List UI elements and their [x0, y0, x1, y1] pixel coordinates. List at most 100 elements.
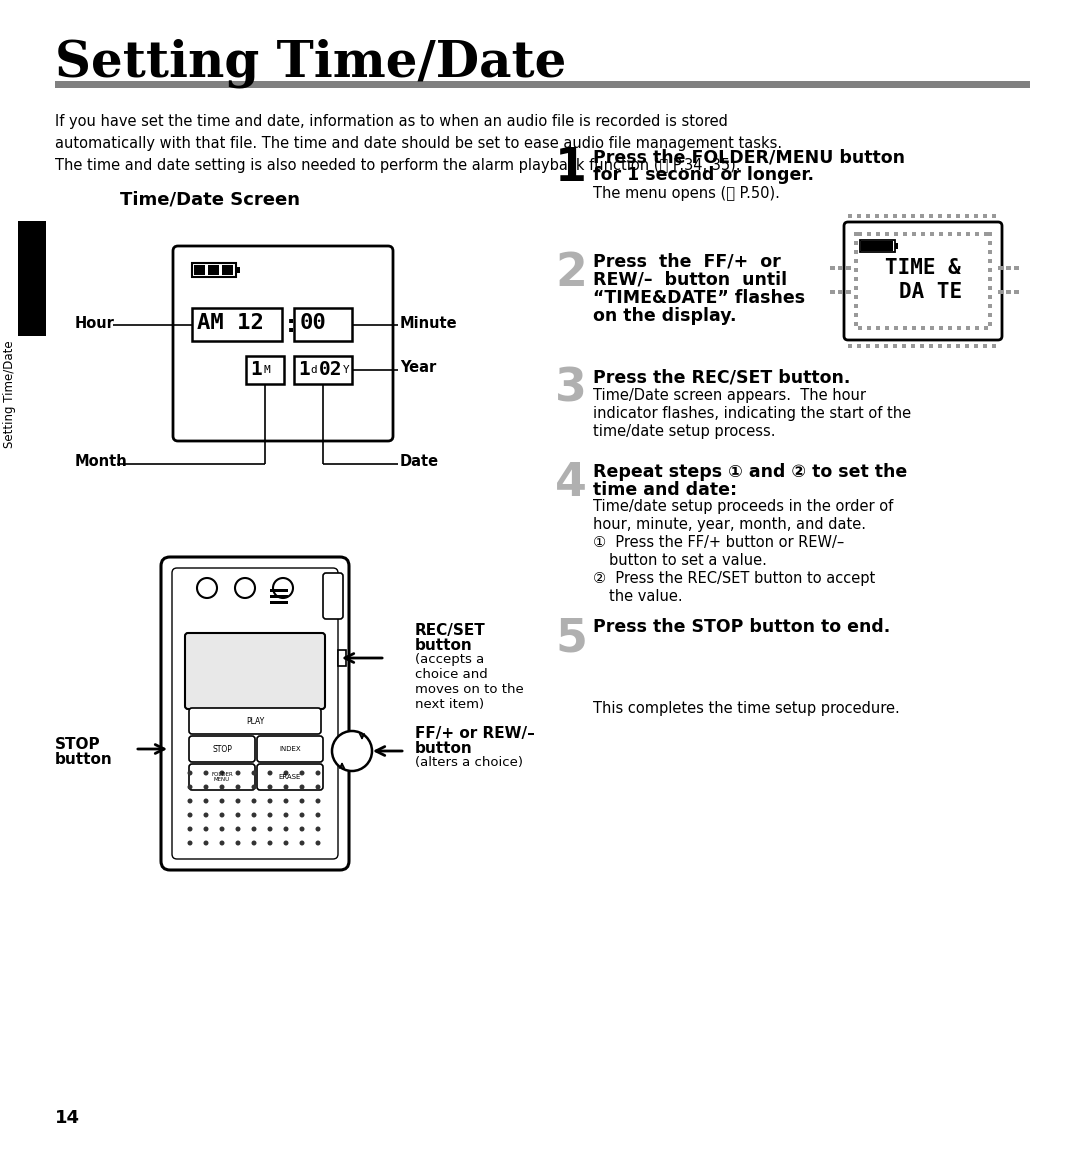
Circle shape [188, 813, 192, 817]
Text: DA TE: DA TE [900, 282, 962, 302]
Text: REW/–  button  until: REW/– button until [593, 271, 787, 289]
Text: Repeat steps ① and ② to set the: Repeat steps ① and ② to set the [593, 464, 907, 481]
Circle shape [332, 731, 372, 771]
Text: STOP: STOP [212, 744, 232, 754]
Text: M: M [264, 365, 271, 375]
Bar [921, 232, 924, 236]
Bar [867, 326, 870, 329]
Bar [921, 326, 924, 329]
Circle shape [203, 771, 208, 776]
Bar [854, 313, 858, 317]
Circle shape [235, 827, 241, 831]
Text: (accepts a: (accepts a [415, 653, 484, 666]
Text: (alters a choice): (alters a choice) [415, 756, 523, 769]
Circle shape [219, 813, 225, 817]
Text: Setting Time/Date: Setting Time/Date [55, 38, 566, 88]
Bar [988, 250, 993, 254]
Bar [956, 344, 960, 348]
Bar [988, 313, 993, 317]
Bar [894, 326, 897, 329]
FancyBboxPatch shape [843, 222, 1002, 340]
Text: Y: Y [343, 365, 350, 375]
Text: Press the FOLDER/MENU button: Press the FOLDER/MENU button [593, 148, 905, 166]
Bar [854, 232, 858, 236]
Bar [948, 232, 951, 236]
Circle shape [299, 827, 305, 831]
Text: REC/SET: REC/SET [415, 623, 486, 638]
Circle shape [235, 771, 241, 776]
Circle shape [299, 813, 305, 817]
Circle shape [203, 840, 208, 845]
Text: 1: 1 [249, 360, 261, 379]
Bar [966, 232, 970, 236]
FancyBboxPatch shape [257, 764, 323, 790]
Bar [893, 214, 897, 218]
Text: ERASE: ERASE [279, 775, 301, 780]
Circle shape [219, 799, 225, 803]
Circle shape [219, 840, 225, 845]
Bar [854, 277, 858, 281]
Circle shape [203, 813, 208, 817]
Bar [831, 290, 835, 294]
Bar [854, 286, 858, 290]
Bar [956, 214, 960, 218]
FancyBboxPatch shape [257, 736, 323, 762]
FancyBboxPatch shape [189, 764, 255, 790]
Text: FF/+ or REW/–: FF/+ or REW/– [415, 726, 535, 741]
Circle shape [283, 799, 288, 803]
Bar [975, 232, 978, 236]
Bar [854, 240, 858, 245]
Circle shape [203, 827, 208, 831]
Bar [903, 326, 907, 329]
Bar [854, 250, 858, 254]
Circle shape [299, 771, 305, 776]
Text: “TIME&DATE” flashes: “TIME&DATE” flashes [593, 289, 805, 307]
Bar [947, 214, 951, 218]
Bar [885, 344, 888, 348]
Bar [858, 232, 862, 236]
Text: The menu opens ( P.50).: The menu opens ( P.50). [593, 186, 780, 201]
Bar [974, 214, 978, 218]
Circle shape [219, 785, 225, 790]
Bar [838, 290, 843, 294]
Bar [55, 81, 1030, 88]
Bar [270, 601, 288, 603]
Bar [920, 344, 924, 348]
Circle shape [188, 799, 192, 803]
Bar [893, 344, 897, 348]
Bar [930, 232, 934, 236]
Text: Setting Time/Date: Setting Time/Date [3, 340, 16, 447]
Circle shape [268, 813, 272, 817]
Text: 1: 1 [298, 360, 310, 379]
Bar [939, 232, 943, 236]
FancyBboxPatch shape [189, 707, 321, 734]
Bar [838, 266, 843, 271]
Text: next item): next item) [415, 698, 484, 711]
Circle shape [252, 771, 257, 776]
Circle shape [235, 840, 241, 845]
Bar [854, 304, 858, 307]
Bar [270, 595, 288, 598]
Bar [848, 214, 852, 218]
Text: d: d [310, 365, 316, 375]
Circle shape [268, 827, 272, 831]
Bar [846, 290, 851, 294]
Circle shape [252, 799, 257, 803]
Bar [902, 344, 906, 348]
Bar [984, 232, 988, 236]
Bar [192, 264, 237, 277]
Text: time/date setup process.: time/date setup process. [593, 424, 775, 439]
Bar [912, 344, 915, 348]
Circle shape [315, 771, 321, 776]
Bar [984, 326, 988, 329]
Text: Minute: Minute [400, 316, 458, 331]
Circle shape [283, 813, 288, 817]
Bar [208, 265, 219, 275]
Text: FOLDER
MENU: FOLDER MENU [211, 771, 233, 783]
Bar [948, 326, 951, 329]
Bar [875, 214, 879, 218]
Circle shape [203, 799, 208, 803]
Text: Press the REC/SET button.: Press the REC/SET button. [593, 368, 850, 386]
Text: 4: 4 [555, 461, 586, 506]
Bar [988, 232, 993, 236]
